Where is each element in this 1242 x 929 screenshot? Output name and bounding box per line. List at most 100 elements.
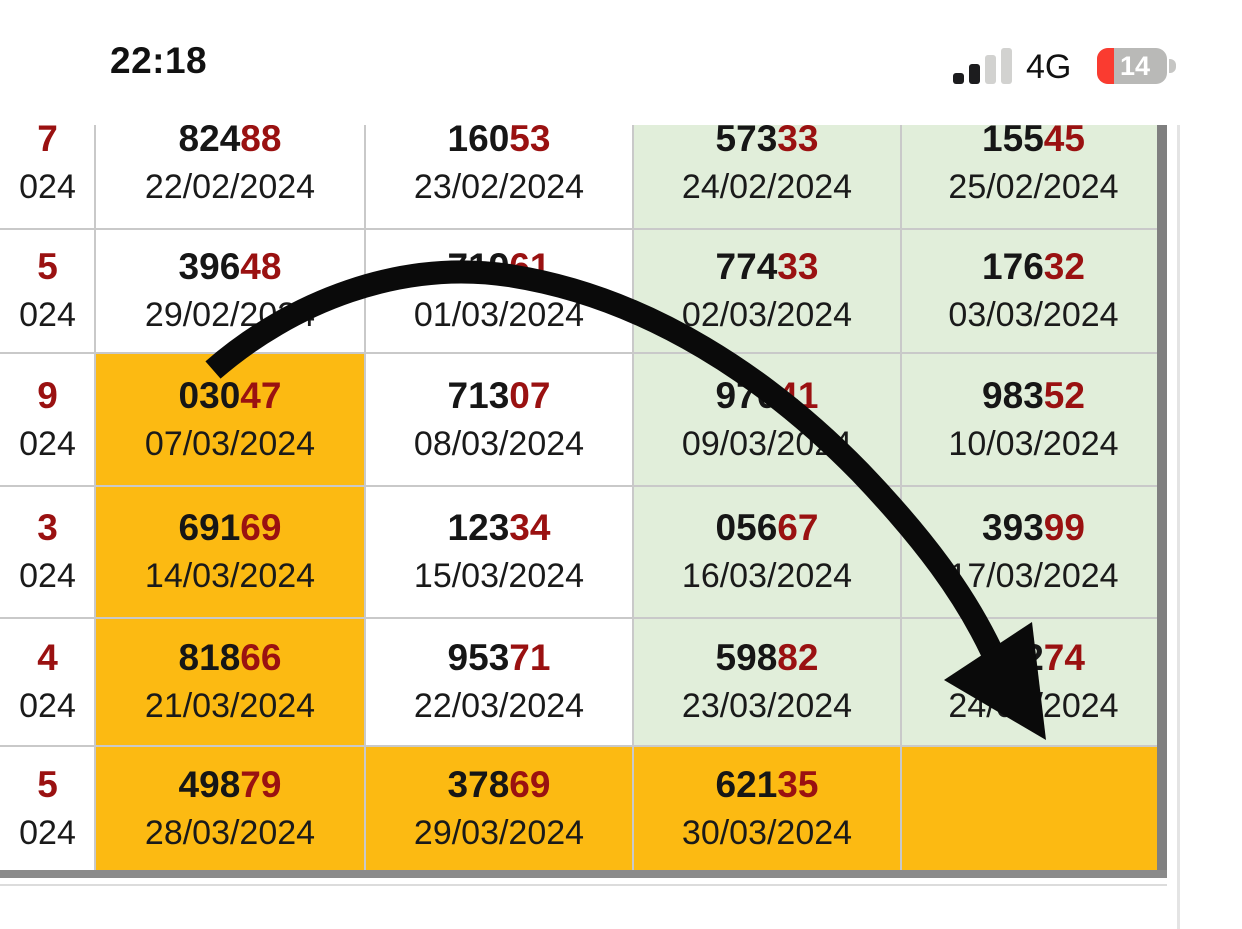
result-number: 49879 <box>178 763 282 805</box>
result-date: 10/03/2024 <box>948 424 1119 463</box>
result-date: 01/03/2024 <box>413 296 585 334</box>
result-date: 024 <box>19 167 76 206</box>
result-cell: 97041 09/03/2024 <box>632 352 902 487</box>
result-number: 9 <box>37 374 58 416</box>
result-cell: 4 024 <box>0 617 96 747</box>
battery-low-fill <box>1097 48 1114 84</box>
result-cell: 5 024 <box>0 745 96 870</box>
result-number: 98352 <box>982 374 1085 416</box>
result-cell: 49879 28/03/2024 <box>94 745 366 870</box>
result-cell: 77433 02/03/2024 <box>632 228 902 354</box>
result-cell: 03047 07/03/2024 <box>94 352 366 487</box>
table-bottom-border <box>0 870 1167 878</box>
result-cell: 95371 22/03/2024 <box>364 617 634 747</box>
table-row: 5 024 49879 28/03/2024 37869 29/03/2024 62135 3… <box>0 745 1167 870</box>
result-number: 81866 <box>178 637 282 678</box>
signal-bar <box>985 55 996 84</box>
result-date: 28/03/2024 <box>144 813 316 852</box>
result-date: 24/03/2024 <box>948 687 1119 725</box>
result-cell: 57333 24/02/2024 <box>632 125 902 230</box>
result-number: 57333 <box>715 125 819 159</box>
result-date: 25/02/2024 <box>948 167 1119 206</box>
signal-bar <box>1001 48 1012 84</box>
result-number: 59882 <box>715 637 819 678</box>
status-bar: 22:18 4G 14 <box>0 0 1242 100</box>
result-date: 024 <box>19 557 76 595</box>
table-right-border <box>1157 125 1167 878</box>
signal-bar <box>969 64 980 84</box>
result-number: 39648 <box>178 246 282 287</box>
result-date: 024 <box>19 813 76 852</box>
result-number: 12334 <box>447 507 551 548</box>
result-number: 17632 <box>982 246 1085 287</box>
result-date: 07/03/2024 <box>144 424 316 463</box>
result-number: 5 <box>37 763 58 805</box>
result-cell: 81866 21/03/2024 <box>94 617 366 747</box>
result-number: 97041 <box>715 374 819 416</box>
signal-bar <box>953 73 964 84</box>
result-cell: 98352 10/03/2024 <box>900 352 1167 487</box>
divider-line <box>0 884 1167 886</box>
result-number: 69169 <box>178 507 282 548</box>
table-row: 9 024 03047 07/03/2024 71307 08/03/2024 97041 0… <box>0 352 1167 487</box>
status-time: 22:18 <box>110 40 208 81</box>
result-date: 14/03/2024 <box>144 557 316 595</box>
result-date: 09/03/2024 <box>681 424 853 463</box>
cellular-signal-icon <box>953 46 1015 84</box>
result-date: 16/03/2024 <box>681 557 853 595</box>
result-number: 95371 <box>447 637 551 678</box>
results-table-viewport[interactable]: 7 024 82488 22/02/2024 16053 23/02/2024 57333 2… <box>0 125 1169 870</box>
result-number: 39399 <box>982 507 1085 548</box>
battery-percent: 14 <box>1119 51 1151 81</box>
result-number: 88274 <box>982 637 1085 678</box>
result-number: 4 <box>37 637 58 678</box>
result-date: 024 <box>19 296 76 334</box>
result-cell: 16053 23/02/2024 <box>364 125 634 230</box>
result-number: 62135 <box>715 763 819 805</box>
result-cell: 15545 25/02/2024 <box>900 125 1167 230</box>
result-date: 23/02/2024 <box>413 167 585 206</box>
result-date: 17/03/2024 <box>948 557 1119 595</box>
result-cell: 39648 29/02/2024 <box>94 228 366 354</box>
table-row: 4 024 81866 21/03/2024 95371 22/03/2024 59882 2… <box>0 617 1167 747</box>
result-date: 024 <box>19 424 76 463</box>
result-cell: 39399 17/03/2024 <box>900 485 1167 619</box>
result-date: 03/03/2024 <box>948 296 1119 334</box>
result-number: 7 <box>37 125 58 159</box>
result-cell <box>900 745 1167 870</box>
result-cell: 5 024 <box>0 228 96 354</box>
result-cell: 88274 24/03/2024 <box>900 617 1167 747</box>
result-number: 05667 <box>715 507 819 548</box>
result-cell: 69169 14/03/2024 <box>94 485 366 619</box>
result-number: 15545 <box>982 125 1085 159</box>
result-number: 71307 <box>447 374 551 416</box>
result-cell: 9 024 <box>0 352 96 487</box>
result-cell: 82488 22/02/2024 <box>94 125 366 230</box>
result-cell: 37869 29/03/2024 <box>364 745 634 870</box>
result-cell: 7 024 <box>0 125 96 230</box>
result-number: 3 <box>37 507 58 548</box>
result-date: 29/03/2024 <box>413 813 585 852</box>
table-row: 5 024 39648 29/02/2024 71961 01/03/2024 77433 0… <box>0 228 1167 354</box>
result-number: 03047 <box>178 374 282 416</box>
result-date: 02/03/2024 <box>681 296 853 334</box>
table-row: 7 024 82488 22/02/2024 16053 23/02/2024 57333 2… <box>0 125 1167 230</box>
result-cell: 71307 08/03/2024 <box>364 352 634 487</box>
result-number: 5 <box>37 246 58 287</box>
result-date: 22/02/2024 <box>144 167 316 206</box>
battery-body: 14 <box>1097 48 1167 84</box>
battery-cap <box>1169 59 1176 73</box>
result-cell: 59882 23/03/2024 <box>632 617 902 747</box>
result-date: 29/02/2024 <box>144 296 316 334</box>
result-cell: 12334 15/03/2024 <box>364 485 634 619</box>
result-date: 30/03/2024 <box>681 813 853 852</box>
result-cell: 71961 01/03/2024 <box>364 228 634 354</box>
result-date: 24/02/2024 <box>681 167 853 206</box>
result-date: 22/03/2024 <box>413 687 585 725</box>
page-scrollbar-track[interactable] <box>1177 125 1180 929</box>
result-date: 024 <box>19 687 76 725</box>
result-cell: 17632 03/03/2024 <box>900 228 1167 354</box>
result-number: 77433 <box>715 246 819 287</box>
result-number: 71961 <box>447 246 551 287</box>
battery-icon: 14 <box>1097 48 1179 84</box>
